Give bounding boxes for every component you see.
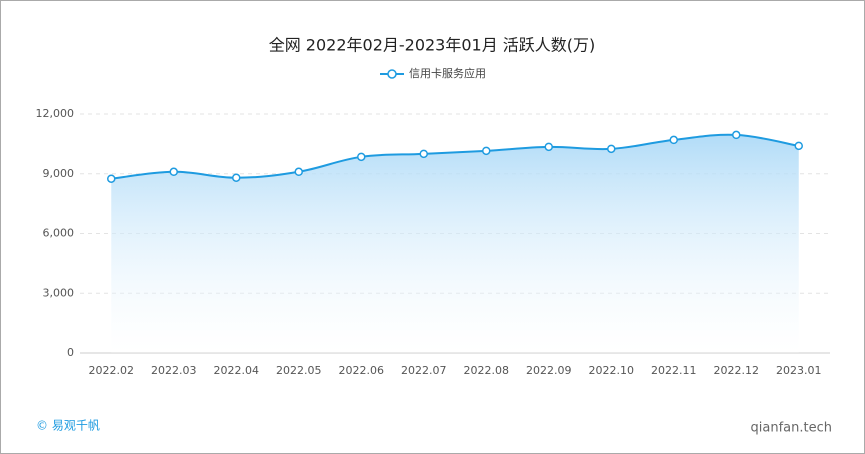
x-tick-label: 2022.10 [589,364,635,377]
point [732,130,741,140]
point [482,146,491,156]
point [669,135,678,145]
y-tick-label: 3,000 [43,286,75,299]
legend-marker [387,69,397,79]
point [232,173,241,182]
area [111,134,799,353]
point [357,152,366,162]
point [294,167,303,177]
point [607,144,616,154]
brand: © 易观千帆 [36,418,100,433]
point [419,149,428,159]
y-tick-label: 6,000 [43,227,75,240]
x-tick-label: 2022.11 [651,364,697,377]
x-tick-label: 2022.07 [401,364,447,377]
x-tick-label: 2022.02 [89,364,135,377]
y-tick-label: 9,000 [43,167,75,180]
point [107,174,116,183]
legend-label: 信用卡服务应用 [409,66,486,80]
x-tick-label: 2022.08 [464,364,510,377]
x-tick-label: 2022.03 [151,364,197,377]
point [169,167,178,177]
y-tick-label: 0 [67,346,74,359]
x-tick-label: 2022.05 [276,364,322,377]
x-tick-label: 2022.12 [714,364,760,377]
chart-title: 全网 2022年02月-2023年01月 活跃人数(万) [269,36,596,55]
point [794,141,803,151]
x-tick-label: 2022.09 [526,364,572,377]
x-tick-label: 2022.04 [214,364,260,377]
point [544,142,553,152]
y-tick-label: 12,000 [36,107,75,120]
site: qianfan.tech [751,421,832,436]
x-tick-label: 2023.01 [776,364,822,377]
x-tick-label: 2022.06 [339,364,385,377]
